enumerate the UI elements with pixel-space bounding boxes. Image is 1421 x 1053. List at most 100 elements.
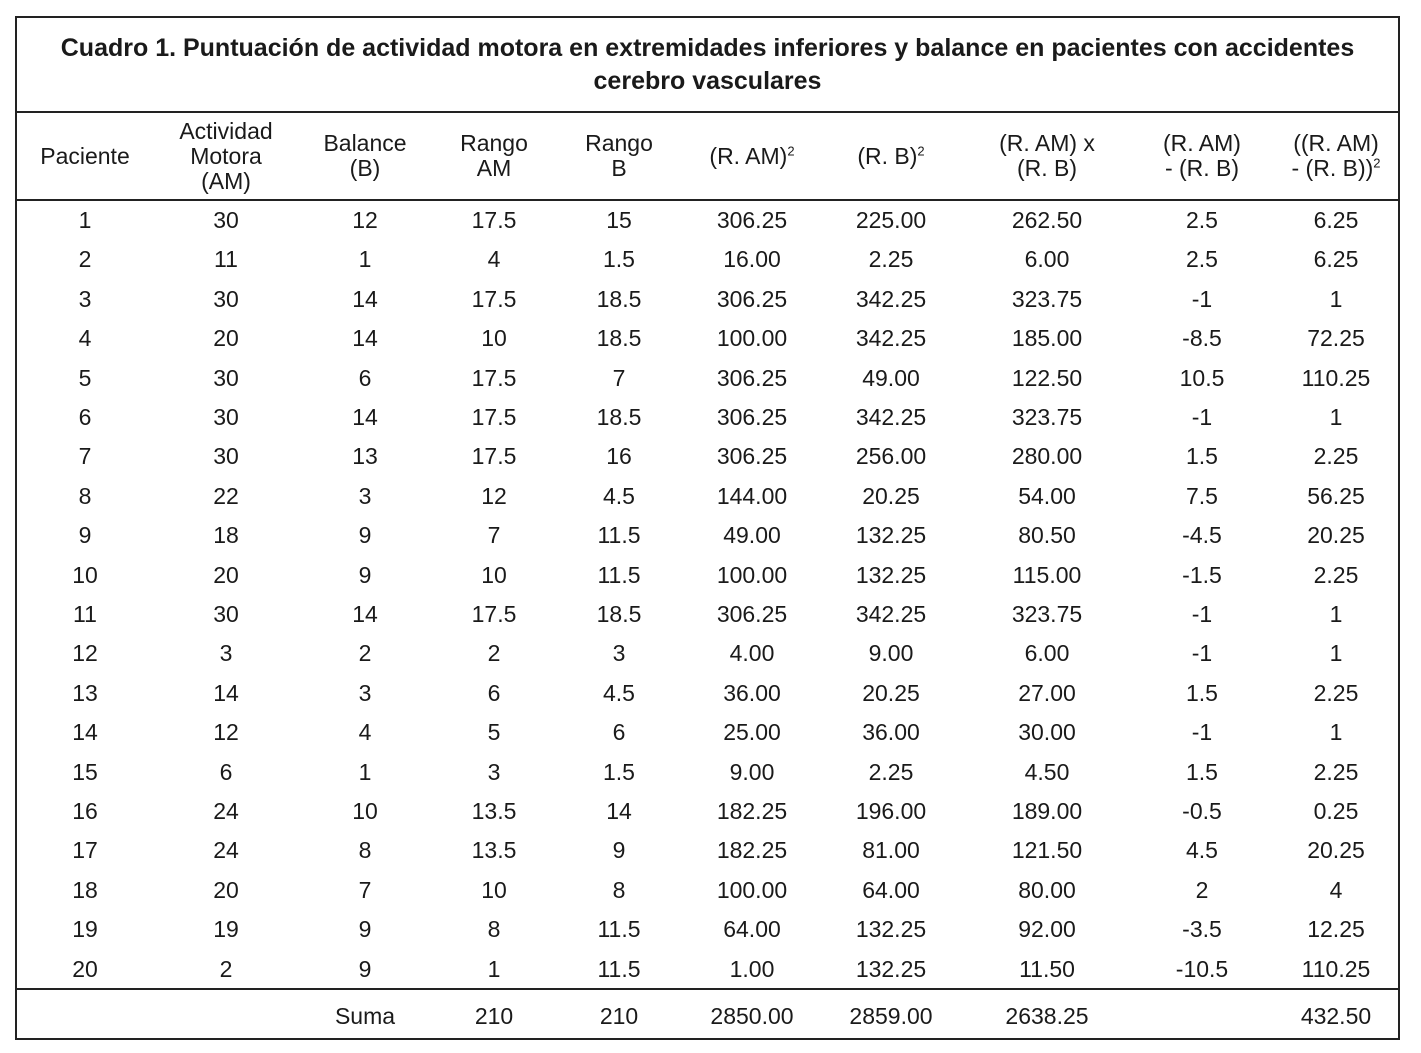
table-cell: 121.50 [1011,837,1083,864]
table-cell: 18 [72,876,98,903]
table-title: Cuadro 1. Puntuación de actividad motora… [60,33,1355,95]
table-cell: 2 [78,246,92,273]
table-cell: 4 [1329,876,1343,903]
table-cell: 1 [358,246,372,273]
column-header: Balance (B) [300,113,430,199]
table-cell: 9 [358,522,372,549]
sum-cell [20,990,150,1042]
table-cell: 196.00 [855,798,927,824]
table-row: 3 30 14 17.5 18.5 306.25 342.25 323.75 -1 1 [17,280,1398,319]
column-header-label: Actividad Motora (AM) [179,117,273,194]
table-cell: 1 [78,207,92,233]
table-cell: 11 [73,601,97,627]
table-cell: 15 [606,207,632,233]
table-cell: 4.5 [603,482,635,509]
sum-cell: 2638.25 [1005,1003,1089,1029]
table-cell: 2.25 [1313,443,1359,470]
table-cell: 110.25 [1301,955,1371,982]
table-cell: 14 [352,601,378,627]
table-cell: 10 [481,325,507,352]
table-cell: 18.5 [596,601,642,627]
table-cell: 10 [481,561,507,588]
table-cell: 323.75 [1011,601,1083,627]
table-cell: 7.5 [1186,482,1218,509]
table-cell: 5 [78,364,92,391]
table-cell: 17 [72,837,98,864]
table-cell: 182.25 [716,798,788,824]
column-header: Actividad Motora (AM) [156,113,296,199]
sum-cell [1132,990,1272,1042]
column-header: Rango B [559,113,679,199]
table-cell: 6.25 [1313,207,1359,233]
table-cell: 115.00 [1012,561,1082,588]
table-row: 8 22 3 12 4.5 144.00 20.25 54.00 7.5 56.25 [17,477,1398,516]
table-cell: 14 [606,798,632,824]
table-cell: 30 [213,364,239,391]
table-cell: 10 [352,798,378,824]
table-cell: 20.25 [1307,522,1365,549]
table-cell: 1 [1329,285,1343,312]
table-cell: 2 [358,640,372,667]
table-cell: 81.00 [862,837,920,864]
table-cell: 64.00 [862,876,920,903]
table-cell: 6 [78,404,92,430]
table-cell: 15 [72,758,98,785]
table-row: 6 30 14 17.5 18.5 306.25 342.25 323.75 -1 1 [17,398,1398,437]
table-cell: -1 [1191,404,1213,430]
sum-cell: 210 [599,1003,639,1029]
table-cell: 18 [213,522,239,549]
table-cell: 11.5 [597,955,641,982]
table-cell: 19 [213,916,239,943]
table-cell: 1 [487,955,501,982]
table-row: 7 30 13 17.5 16 306.25 256.00 280.00 1.5 2.25 [17,437,1398,476]
table-cell: 36.00 [862,719,920,746]
column-header: (R. AM) x (R. B) [962,113,1132,199]
table-cell: 30 [213,443,239,470]
table-cell: 11.5 [597,561,641,588]
table-cell: 6.00 [1024,246,1070,273]
table-cell: 122.50 [1011,364,1083,391]
table-cell: 132.25 [855,916,927,943]
table-cell: 2.25 [868,758,914,785]
table-cell: 4.5 [603,679,635,706]
table-cell: 1.5 [603,246,635,273]
table-cell: 6 [487,679,501,706]
table-cell: 14 [72,719,98,746]
table-cell: 17.5 [471,364,517,391]
table-cell: 7 [78,443,92,470]
table-cell: 22 [213,482,239,509]
table-cell: -10.5 [1175,955,1229,982]
table-cell: 3 [78,285,92,312]
table-cell: -1 [1191,285,1213,312]
table-cell: 18.5 [596,404,642,430]
column-header: ((R. AM) - (R. B))2 [1271,113,1401,199]
table-cell: 6.25 [1313,246,1359,273]
table-row: 4 20 14 10 18.5 100.00 342.25 185.00 -8.5 72.25 [17,319,1398,358]
table-row: 16 24 10 13.5 14 182.25 196.00 189.00 -0.5 0.25 [17,792,1398,831]
table-cell: 17.5 [471,285,517,312]
table-cell: -1 [1191,601,1213,627]
table-caption: Cuadro 1. Puntuación de actividad motora… [17,18,1398,113]
table-cell: 11 [214,246,238,273]
table-cell: 80.50 [1018,522,1076,549]
table-cell: 110.25 [1301,364,1371,391]
table-cell: 9.00 [729,758,775,785]
column-header-label: Rango AM [460,130,528,181]
sum-cell: 432.50 [1300,1003,1372,1029]
column-header-label: (R. AM) - (R. B) [1163,130,1241,181]
table-cell: 256.00 [855,443,927,470]
table-row: 13 14 3 6 4.5 36.00 20.25 27.00 1.5 2.25 [17,674,1398,713]
table-cell: 9 [78,522,92,549]
table-cell: 16 [72,798,98,824]
table-cell: 17.5 [471,404,517,430]
table-cell: 30 [213,207,239,233]
table-cell: 6 [358,364,372,391]
table-cell: 30.00 [1018,719,1076,746]
table-cell: 9 [358,916,372,943]
table-cell: 100.00 [716,876,788,903]
table-body: 1 30 12 17.5 15 306.25 225.00 262.50 2.5 6.25 2 11 1… [17,201,1398,991]
table-cell: 182.25 [716,837,788,864]
table-cell: 4.5 [1186,837,1218,864]
table-cell: 5 [487,719,501,746]
table-cell: 7 [487,522,501,549]
